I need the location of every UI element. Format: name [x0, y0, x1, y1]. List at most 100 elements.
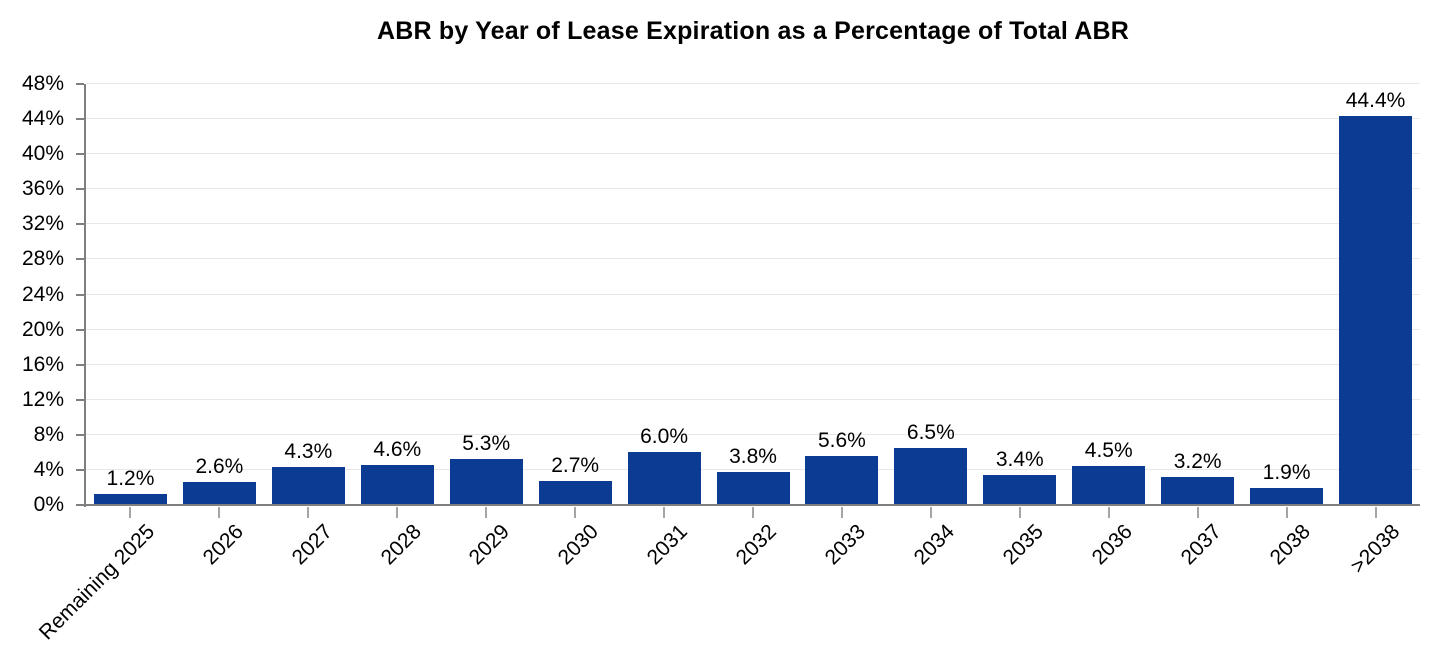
x-axis-tick — [1018, 507, 1021, 518]
bar — [449, 458, 523, 505]
x-axis-tick — [1374, 507, 1377, 518]
gridline — [86, 153, 1420, 155]
x-axis-tick — [396, 507, 399, 518]
x-axis-tick — [218, 507, 221, 518]
y-axis-tick — [76, 223, 84, 226]
x-axis-tick — [574, 507, 577, 518]
y-axis-tick — [76, 398, 84, 401]
y-axis-label: 8% — [33, 422, 64, 446]
gridline — [86, 328, 1420, 330]
y-axis-label: 24% — [21, 282, 64, 306]
y-axis-line — [84, 84, 86, 507]
x-axis-tick — [307, 507, 310, 518]
y-axis-label: 44% — [21, 107, 64, 131]
gridline — [86, 468, 1420, 470]
bar-value-label: 3.2% — [1173, 449, 1222, 473]
gridline — [86, 258, 1420, 260]
y-axis-tick — [76, 468, 84, 471]
y-axis-label: 48% — [21, 72, 64, 95]
bar — [1339, 115, 1413, 505]
bar — [93, 494, 167, 505]
x-axis-label: 2038 — [1265, 520, 1315, 570]
y-axis-label: 40% — [21, 142, 64, 166]
y-axis-tick — [76, 188, 84, 191]
bar-value-label: 4.5% — [1084, 438, 1133, 462]
bar-value-label: 4.3% — [284, 440, 333, 464]
bar — [894, 447, 968, 505]
bar — [983, 475, 1057, 505]
x-axis-tick — [1196, 507, 1199, 518]
y-axis-label: 32% — [21, 212, 64, 236]
bar-value-label: 3.4% — [995, 448, 1044, 472]
y-axis-tick — [76, 433, 84, 436]
bar-value-label: 4.6% — [373, 437, 422, 461]
x-axis-tick — [929, 507, 932, 518]
gridline — [86, 83, 1420, 84]
bar — [538, 481, 612, 505]
bar — [805, 455, 879, 505]
x-axis-label: 2028 — [376, 520, 426, 570]
y-axis-label: 16% — [21, 352, 64, 376]
gridline — [86, 293, 1420, 295]
y-axis-tick — [76, 328, 84, 331]
y-axis-tick — [76, 153, 84, 156]
y-axis-label: 4% — [33, 457, 64, 481]
gridline — [86, 223, 1420, 225]
y-axis-tick — [76, 363, 84, 366]
x-axis-label: 2031 — [643, 520, 693, 570]
chart-title: ABR by Year of Lease Expiration as a Per… — [376, 17, 1130, 45]
gridline — [86, 118, 1420, 120]
x-axis-tick — [663, 507, 666, 518]
bar — [1072, 465, 1146, 505]
y-axis-tick — [76, 293, 84, 296]
gridline — [86, 433, 1420, 435]
gridline — [86, 398, 1420, 400]
x-axis-label: 2034 — [909, 520, 960, 570]
x-axis-tick — [840, 507, 843, 518]
bar-value-label: 5.6% — [817, 428, 866, 452]
x-axis-label: >2038 — [1345, 520, 1404, 578]
x-axis-tick — [485, 507, 488, 518]
bar — [1161, 476, 1235, 505]
y-axis-label: 20% — [21, 317, 64, 341]
gridline — [86, 188, 1420, 190]
bar-value-label: 44.4% — [1345, 88, 1406, 112]
bar-value-label: 5.3% — [462, 431, 511, 455]
bar-value-label: 2.6% — [195, 455, 244, 479]
y-axis-tick — [76, 83, 84, 85]
bar-value-label: 1.2% — [106, 467, 155, 491]
bar-value-label: 6.0% — [640, 425, 688, 449]
gridline — [86, 363, 1420, 365]
x-axis-label: 2026 — [198, 520, 248, 570]
bar — [1250, 488, 1324, 505]
x-axis-label: 2035 — [998, 520, 1049, 570]
bar — [271, 467, 345, 505]
x-axis-label: 2027 — [287, 520, 337, 570]
y-axis-tick — [76, 258, 84, 261]
x-axis-tick — [752, 507, 754, 518]
bar-value-label: 6.5% — [906, 420, 955, 444]
bar — [627, 452, 701, 505]
bar-value-label: 2.7% — [551, 454, 600, 478]
x-axis-label: 2037 — [1176, 520, 1226, 570]
bar-value-label: 3.8% — [729, 444, 777, 468]
bar — [360, 464, 434, 505]
y-axis-label: 0% — [33, 493, 64, 516]
y-axis-label: 28% — [21, 247, 64, 271]
x-axis-tick — [129, 507, 132, 518]
x-axis-label: 2030 — [554, 520, 604, 570]
y-axis-tick — [76, 118, 84, 121]
x-axis-line — [76, 504, 1420, 506]
y-axis-label: 36% — [21, 177, 64, 201]
x-axis-label: Remaining 2025 — [34, 520, 159, 645]
y-axis-label: 12% — [21, 387, 64, 411]
x-axis-label: 2029 — [465, 520, 515, 570]
x-axis-label: 2032 — [731, 520, 782, 570]
x-axis-tick — [1107, 507, 1110, 518]
bar — [716, 471, 790, 505]
bar-value-label: 1.9% — [1262, 461, 1311, 485]
x-axis-label: 2036 — [1087, 520, 1137, 570]
x-axis-tick — [1285, 507, 1288, 518]
x-axis-label: 2033 — [820, 520, 871, 570]
